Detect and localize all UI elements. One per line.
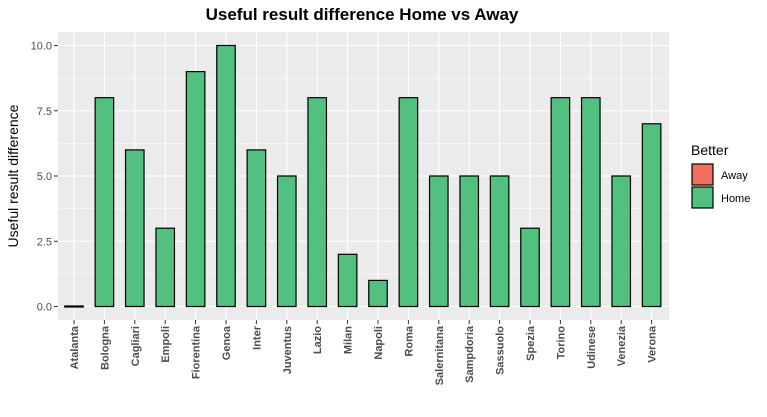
x-tick-label: Venezia [616, 325, 628, 366]
legend-key-home [691, 186, 714, 209]
legend-label-away: Away [721, 170, 748, 182]
x-tick-label: Milan [343, 326, 355, 354]
chart-title: Useful result difference Home vs Away [206, 5, 519, 24]
x-tick-label: Napoli [373, 326, 385, 360]
legend-key-away [691, 163, 714, 186]
y-tick-label: 7.5 [37, 106, 52, 118]
y-axis: 0.0 2.5 5.0 7.5 10.0 [31, 41, 58, 314]
y-tick-label: 10.0 [31, 41, 52, 53]
x-tick-label: Fiorentina [191, 325, 203, 379]
y-tick-label: 2.5 [37, 236, 52, 248]
x-tick-label: Roma [403, 325, 415, 356]
bar-verona [641, 123, 662, 308]
legend-label-home: Home [721, 193, 750, 205]
y-axis-label: Useful result difference [5, 104, 21, 247]
bar-roma [398, 97, 419, 308]
bar-inter [246, 149, 267, 308]
legend: Better Away Home [691, 142, 750, 209]
bars [64, 44, 662, 308]
bar-juventus [276, 175, 297, 308]
bar-napoli [368, 279, 388, 308]
x-tick-label: Torino [555, 326, 567, 360]
bar-milan [337, 253, 358, 308]
bar-torino [550, 97, 571, 308]
x-tick-label: Salernitana [434, 325, 446, 385]
bar-udinese [580, 97, 601, 308]
x-tick-label: Sassuolo [495, 326, 507, 375]
bar-empoli [155, 227, 176, 308]
bar-bologna [94, 97, 115, 308]
x-tick-label: Juventus [282, 326, 294, 374]
x-tick-label: Atalanta [69, 325, 81, 369]
bar-spezia [520, 227, 540, 308]
bar-fiorentina [185, 70, 206, 308]
bar-genoa [216, 44, 236, 308]
x-tick-label: Udinese [586, 326, 598, 369]
bar-cagliari [124, 149, 145, 308]
x-tick-label: Genoa [221, 325, 233, 360]
legend-title: Better [691, 142, 729, 158]
bar-sassuolo [489, 175, 510, 308]
y-tick-label: 5.0 [37, 171, 52, 183]
bar-lazio [307, 97, 328, 308]
bar-atalanta [64, 305, 84, 308]
x-tick-label: Lazio [312, 326, 324, 354]
x-axis: Atalanta Bologna Cagliari Empoli Fiorentina G… [69, 320, 659, 385]
bar-salernitana [428, 175, 449, 308]
x-tick-label: Bologna [99, 325, 111, 370]
x-tick-label: Empoli [160, 326, 172, 363]
bar-sampdoria [459, 175, 480, 308]
x-tick-label: Inter [251, 325, 263, 350]
y-tick-label: 0.0 [37, 302, 52, 314]
x-tick-label: Verona [647, 325, 659, 363]
bar-venezia [611, 175, 632, 308]
x-tick-label: Sampdoria [464, 325, 476, 383]
x-tick-label: Cagliari [130, 326, 142, 366]
x-tick-label: Spezia [525, 325, 537, 361]
